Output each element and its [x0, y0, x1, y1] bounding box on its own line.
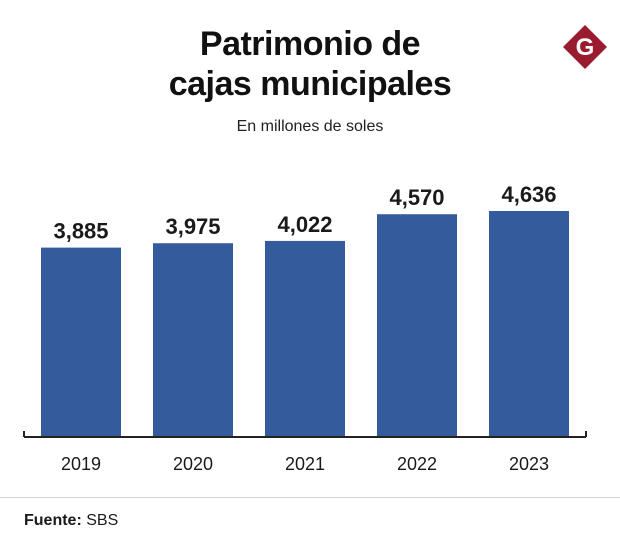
title-line-1: Patrimonio de	[199, 25, 421, 63]
value-label-2020: 3,975	[165, 214, 220, 239]
chart-title: Patrimonio de cajas municipales	[0, 24, 620, 104]
source-label: Fuente:	[24, 512, 82, 529]
source-value: SBS	[86, 512, 119, 529]
bar-2023	[489, 211, 569, 437]
footer-divider	[0, 497, 620, 498]
brand-logo-icon: G	[563, 25, 607, 69]
logo-diamond	[563, 25, 607, 69]
category-label-2022: 2022	[397, 454, 437, 474]
bar-2020	[153, 243, 233, 437]
category-label-2019: 2019	[61, 454, 101, 474]
chart-subtitle: En millones de soles	[236, 118, 384, 135]
category-label-2021: 2021	[285, 454, 325, 474]
category-label-2020: 2020	[173, 454, 213, 474]
bar-2021	[265, 240, 345, 437]
value-label-2022: 4,570	[389, 185, 444, 210]
category-label-2023: 2023	[509, 454, 549, 474]
value-label-2019: 3,885	[53, 219, 108, 244]
value-label-2023: 4,636	[501, 182, 556, 207]
title-line-2: cajas municipales	[168, 65, 452, 103]
source-note: Fuente: SBS	[24, 512, 118, 530]
bar-2022	[377, 214, 457, 437]
bar-2019	[41, 247, 121, 437]
logo-letter: G	[576, 34, 595, 61]
value-label-2021: 4,022	[277, 212, 332, 237]
